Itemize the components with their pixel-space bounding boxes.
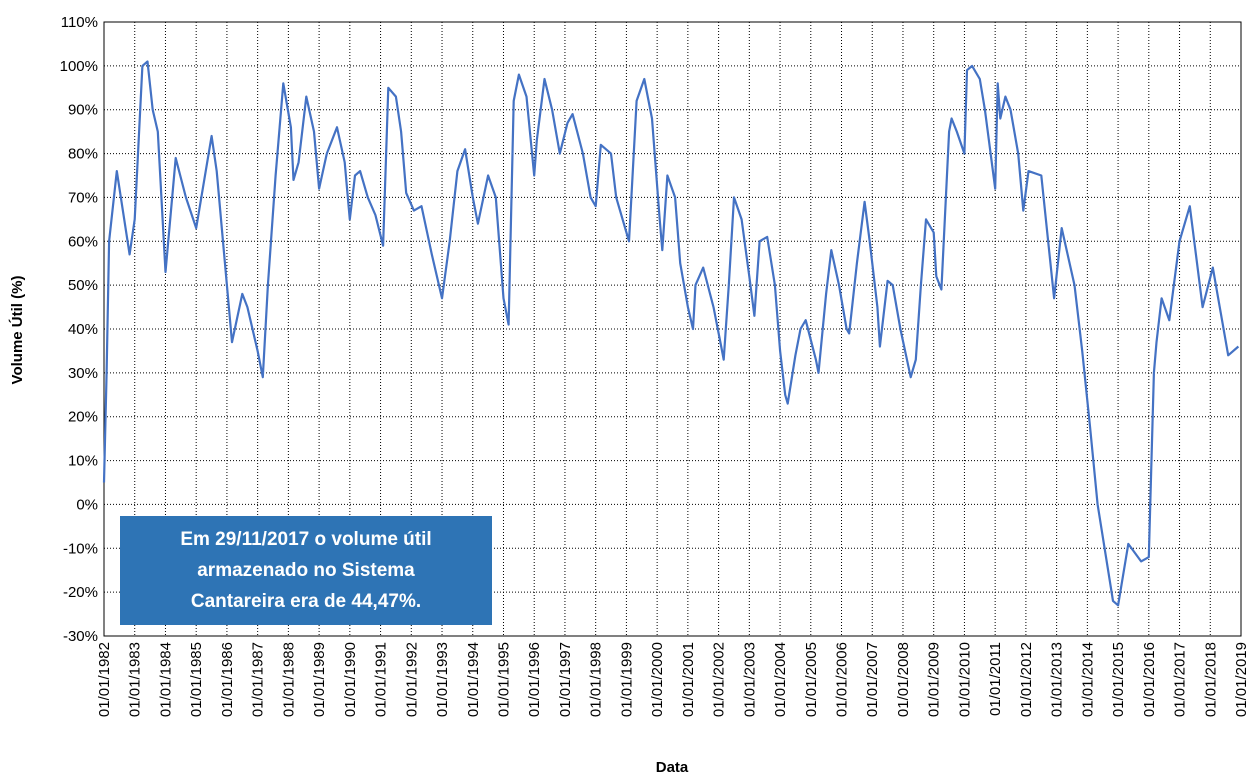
data-line xyxy=(102,60,1240,607)
y-tick-label: -10% xyxy=(63,540,98,557)
x-tick-label: 01/01/2009 xyxy=(926,642,943,717)
x-tick-label: 01/01/2017 xyxy=(1172,642,1189,717)
x-tick-label: 01/01/1997 xyxy=(557,642,574,717)
x-tick-label: 01/01/1991 xyxy=(373,642,390,717)
x-tick-label: 01/01/1999 xyxy=(618,642,635,717)
x-tick-label: 01/01/2003 xyxy=(741,642,758,717)
x-tick-label: 01/01/2006 xyxy=(834,642,851,717)
x-tick-label: 01/01/2010 xyxy=(956,642,973,717)
y-tick-label: 50% xyxy=(68,277,98,294)
y-tick-label: 0% xyxy=(76,496,98,513)
x-tick-label: 01/01/2014 xyxy=(1079,642,1096,717)
x-tick-label: 01/01/2004 xyxy=(772,642,789,717)
x-tick-label: 01/01/2000 xyxy=(649,642,666,717)
y-tick-label: 100% xyxy=(60,58,98,75)
x-tick-label: 01/01/1987 xyxy=(250,642,267,717)
y-tick-label: 60% xyxy=(68,233,98,250)
x-tick-label: 01/01/1998 xyxy=(588,642,605,717)
annotation-text: armazenado no Sistema xyxy=(197,560,415,581)
x-tick-label: 01/01/1982 xyxy=(96,642,113,717)
annotation-text: Cantareira era de 44,47%. xyxy=(191,591,421,612)
x-tick-label: 01/01/1989 xyxy=(311,642,328,717)
annotation-text: Em 29/11/2017 o volume útil xyxy=(180,529,431,550)
x-tick-label: 01/01/1984 xyxy=(157,642,174,717)
x-tick-label: 01/01/1985 xyxy=(188,642,205,717)
x-tick-label: 01/01/1996 xyxy=(526,642,543,717)
y-tick-label: -20% xyxy=(63,584,98,601)
y-tick-label: 70% xyxy=(68,189,98,206)
x-tick-label: 01/01/1990 xyxy=(342,642,359,717)
x-tick-label: 01/01/1994 xyxy=(465,642,482,717)
x-tick-label: 01/01/2008 xyxy=(895,642,912,717)
x-axis-label: Data xyxy=(656,759,689,776)
x-tick-label: 01/01/2001 xyxy=(680,642,697,717)
x-tick-label: 01/01/2016 xyxy=(1141,642,1158,717)
x-tick-label: 01/01/2007 xyxy=(864,642,881,717)
x-tick-label: 01/01/1983 xyxy=(127,642,144,717)
x-tick-label: 01/01/2015 xyxy=(1110,642,1127,717)
y-tick-label: 20% xyxy=(68,409,98,426)
x-tick-label: 01/01/1993 xyxy=(434,642,451,717)
x-tick-label: 01/01/2012 xyxy=(1018,642,1035,717)
plot-border xyxy=(103,21,1242,637)
y-tick-label: 110% xyxy=(61,14,98,31)
x-tick-label: 01/01/2013 xyxy=(1049,642,1066,717)
x-tick-label: 01/01/1995 xyxy=(495,642,512,717)
y-tick-label: 80% xyxy=(68,146,98,163)
y-tick-label: 10% xyxy=(68,453,98,470)
x-tick-label: 01/01/2002 xyxy=(711,642,728,717)
y-axis-label: Volume Útil (%) xyxy=(8,276,26,385)
x-tick-label: 01/01/2018 xyxy=(1202,642,1219,717)
y-tick-label: 90% xyxy=(68,102,98,119)
x-tick-label: 01/01/1988 xyxy=(280,642,297,717)
y-tick-label: 40% xyxy=(68,321,98,338)
x-tick-label: 01/01/1986 xyxy=(219,642,236,717)
y-tick-label: -30% xyxy=(63,628,98,645)
x-tick-label: 01/01/2019 xyxy=(1233,642,1249,717)
x-tick-label: 01/01/2005 xyxy=(803,642,820,717)
x-tick-label: 01/01/2011 xyxy=(987,642,1004,716)
annotation-box xyxy=(120,516,492,625)
y-tick-label: 30% xyxy=(68,365,98,382)
x-tick-label: 01/01/1992 xyxy=(403,642,420,717)
